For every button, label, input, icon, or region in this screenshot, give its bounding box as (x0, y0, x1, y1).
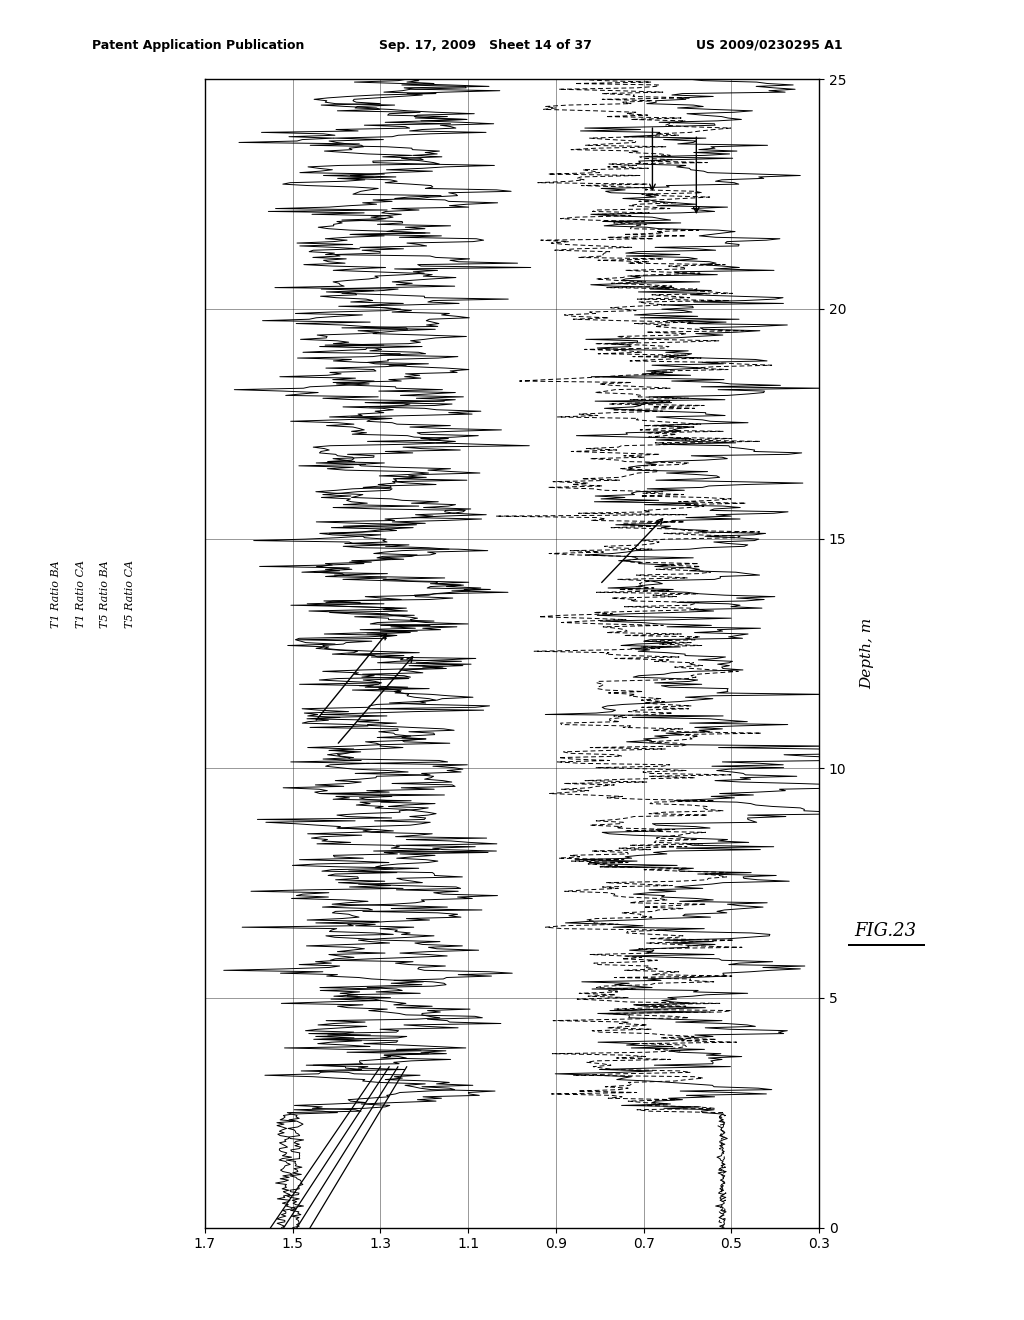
Text: US 2009/0230295 A1: US 2009/0230295 A1 (696, 38, 843, 51)
Text: T1 Ratio CA: T1 Ratio CA (76, 560, 86, 628)
Text: FIG.23: FIG.23 (855, 921, 916, 940)
Text: T5 Ratio CA: T5 Ratio CA (125, 560, 135, 628)
Text: T5 Ratio BA: T5 Ratio BA (100, 560, 111, 628)
Text: Sep. 17, 2009   Sheet 14 of 37: Sep. 17, 2009 Sheet 14 of 37 (379, 38, 592, 51)
Y-axis label: Depth, m: Depth, m (860, 618, 874, 689)
Text: T1 Ratio BA: T1 Ratio BA (51, 560, 61, 628)
Text: Patent Application Publication: Patent Application Publication (92, 38, 304, 51)
